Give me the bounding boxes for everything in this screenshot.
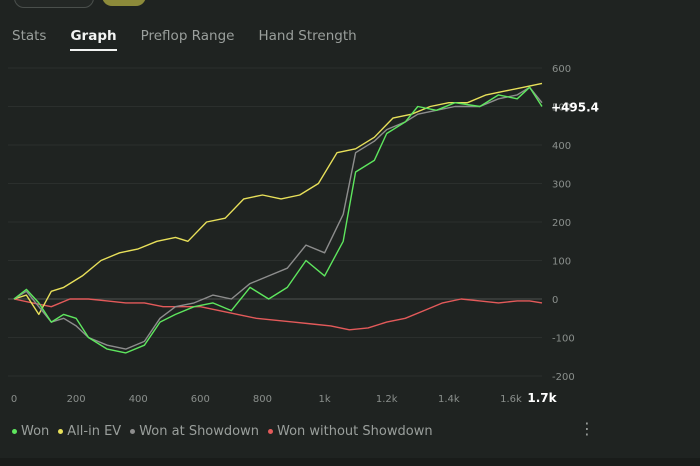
x-tick-label: 400 (129, 394, 148, 405)
x-tick-label: 0 (11, 394, 17, 405)
x-tick-label: 800 (253, 394, 272, 405)
tab-hand-strength[interactable]: Hand Strength (258, 28, 357, 44)
legend-label: Won at Showdown (139, 424, 259, 439)
legend-item-all-in-ev[interactable]: All-in EV (58, 424, 121, 439)
tab-bar: Stats Graph Preflop Range Hand Strength (12, 27, 381, 51)
y-tick-label: 600 (552, 64, 571, 75)
tab-preflop-range[interactable]: Preflop Range (140, 28, 235, 44)
x-tick-label: 1.4k (438, 394, 460, 405)
chart-legend: Won All-in EV Won at Showdown Won withou… (12, 424, 442, 439)
y-tick-label: -200 (552, 372, 575, 383)
legend-label: Won (21, 424, 50, 439)
y-tick-label: 200 (552, 218, 571, 229)
legend-item-won[interactable]: Won (12, 424, 49, 439)
legend-item-won-without-showdown[interactable]: Won without Showdown (267, 424, 433, 439)
tab-stats[interactable]: Stats (12, 28, 47, 44)
results-line-chart[interactable]: 600 500 400 300 200 100 0 -100 -200 0 200 400 600 800… (0, 58, 700, 414)
top-button-dark[interactable] (14, 0, 94, 8)
tab-graph[interactable]: Graph (70, 27, 117, 51)
x-tick-label: 200 (67, 394, 86, 405)
legend-dot-icon (267, 429, 273, 434)
x-tick-label: 1k (319, 394, 331, 405)
y-tick-label: 500 (552, 103, 571, 114)
legend-item-won-at-showdown[interactable]: Won at Showdown (130, 424, 259, 439)
y-tick-label: 0 (552, 295, 558, 306)
series-line-won (13, 86, 543, 354)
legend-label: Won without Showdown (276, 424, 433, 439)
current-value-label: +495.4 (551, 101, 599, 115)
legend-dot-icon (58, 429, 64, 434)
legend-dot-icon (12, 429, 17, 434)
x-tick-label: 1.6k (500, 394, 522, 405)
top-toolbar (0, 0, 700, 8)
legend-label: All-in EV (67, 424, 122, 439)
legend-dot-icon (130, 429, 136, 434)
top-button-accent[interactable] (102, 0, 146, 6)
x-end-label: 1.7k (527, 391, 557, 405)
bottom-strip (0, 458, 700, 466)
series-line-won-without-showdown (13, 298, 543, 331)
vertical-ellipsis-icon[interactable]: ⋮ (579, 419, 595, 438)
x-tick-label: 600 (191, 394, 210, 405)
y-tick-label: 400 (552, 141, 571, 152)
series-line-won-at-showdown (13, 86, 543, 350)
series-line-all-in-ev (13, 82, 543, 316)
x-tick-label: 1.2k (376, 394, 398, 405)
y-tick-label: -100 (552, 334, 575, 345)
y-tick-label: 300 (552, 180, 571, 191)
y-tick-label: 100 (552, 257, 571, 268)
